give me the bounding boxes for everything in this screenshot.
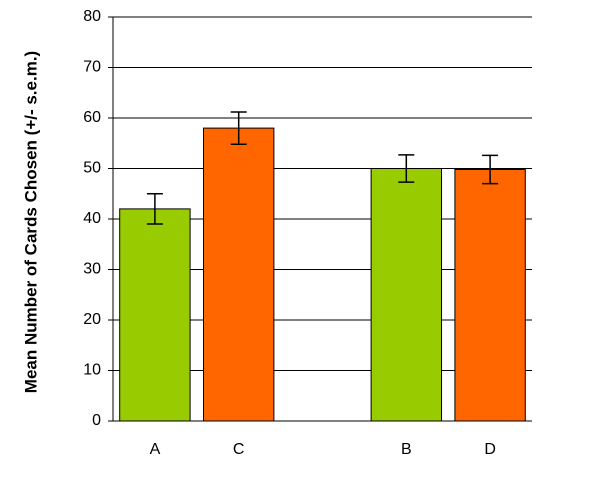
y-tick-label: 10 [83,362,101,379]
error-bar [230,111,247,146]
x-tick-label: B [401,441,412,458]
y-tick-label: 50 [83,160,101,177]
bar [203,127,275,422]
y-tick-label: 40 [83,210,101,227]
y-axis-label: Mean Number of Cards Chosen (+/- s.e.m.) [21,51,40,393]
error-bar [146,193,163,225]
y-tick-label: 20 [83,311,101,328]
bar [119,208,191,422]
bar [370,168,442,422]
y-tick-label: 70 [83,59,101,76]
bar [454,169,526,422]
y-tick-label: 30 [83,261,101,278]
x-tick-label: A [150,441,161,458]
y-tick-label: 0 [92,412,101,429]
y-tick-label: 80 [83,8,101,25]
error-bar [482,154,499,185]
error-bar [398,154,415,183]
y-tick-label: 60 [83,109,101,126]
x-tick-label: D [484,441,496,458]
x-tick-label: C [233,441,245,458]
